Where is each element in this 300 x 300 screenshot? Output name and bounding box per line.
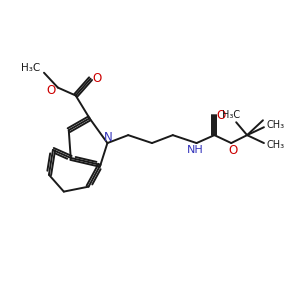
Text: NH: NH	[187, 145, 204, 155]
Text: N: N	[104, 130, 113, 144]
Text: O: O	[229, 143, 238, 157]
Text: H₃C: H₃C	[222, 110, 240, 120]
Text: O: O	[93, 72, 102, 85]
Text: O: O	[46, 84, 56, 97]
Text: CH₃: CH₃	[267, 120, 285, 130]
Text: CH₃: CH₃	[267, 140, 285, 150]
Text: O: O	[217, 109, 226, 122]
Text: H₃C: H₃C	[21, 63, 40, 73]
